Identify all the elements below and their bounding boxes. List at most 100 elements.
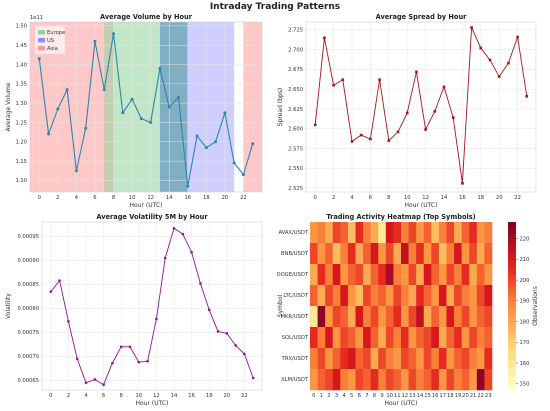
heatmap-cell <box>416 285 425 307</box>
heatmap-cell <box>446 243 455 265</box>
heatmap-cell <box>370 306 379 328</box>
heatmap-cell <box>317 369 326 391</box>
heatmap-cell <box>438 222 447 244</box>
x-tick-label: 4 <box>342 393 346 399</box>
heatmap-cell <box>446 222 455 244</box>
heatmap-cell <box>461 306 470 328</box>
x-tick-label: 19 <box>455 393 462 399</box>
colorbar-tick-label: 160 <box>520 361 530 367</box>
data-point <box>350 140 354 143</box>
data-point <box>58 279 61 282</box>
y-tick-label: 1.10 <box>15 178 27 184</box>
heatmap-cell <box>370 222 379 244</box>
heatmap-cell <box>401 285 409 307</box>
heatmap-cell <box>476 306 485 328</box>
x-tick-label: 3 <box>335 393 338 399</box>
heatmap-cell <box>340 243 349 265</box>
data-point <box>442 85 446 89</box>
heatmap-cell <box>438 243 447 265</box>
heatmap-cell <box>461 222 470 244</box>
data-point <box>84 126 88 130</box>
x-tick-label: 14 <box>441 195 448 201</box>
heatmap-cell <box>401 327 409 349</box>
heatmap-cell <box>378 327 387 349</box>
legend-label: US <box>47 38 54 44</box>
x-axis-label: Hour (UTC) <box>385 400 418 407</box>
heatmap-cell <box>340 222 349 244</box>
heatmap-cell <box>347 306 356 328</box>
heatmap-cell <box>476 369 485 391</box>
x-tick-label: 18 <box>203 195 210 201</box>
x-tick-label: 10 <box>404 195 411 201</box>
x-tick-label: 6 <box>102 393 105 399</box>
heatmap-cell <box>355 327 364 349</box>
y-tick-label: 0.00085 <box>18 282 39 288</box>
heatmap-cell <box>423 285 432 307</box>
x-tick-label: 21 <box>470 393 477 399</box>
heatmap-cell <box>469 243 478 265</box>
heatmap-cell <box>310 222 318 244</box>
legend-swatch <box>38 38 45 43</box>
x-tick-label: 12 <box>147 195 154 201</box>
chart-1: 1.10 1.15 1.20 1.25 1.30 1.35 1.40 1.45 1.50 0 2 4 6… <box>5 13 263 209</box>
data-point <box>470 26 473 29</box>
heatmap-cell <box>454 348 462 370</box>
data-point <box>507 61 510 65</box>
x-tick-label: 16 <box>459 195 466 201</box>
y-tick-label: 0.00075 <box>18 330 39 336</box>
heatmap-cell <box>393 243 402 265</box>
x-tick-label: 18 <box>206 393 213 399</box>
data-point <box>190 250 193 254</box>
heatmap-cell <box>484 243 493 265</box>
row-label: MKR/USDT <box>281 314 309 320</box>
heatmap-cell <box>385 285 394 307</box>
heatmap-cell <box>408 369 417 391</box>
colorbar-tick-label: 150 <box>520 382 530 388</box>
y-axis-label: Symbol <box>277 294 284 317</box>
heatmap-cell <box>469 369 478 391</box>
data-point <box>102 383 105 387</box>
heatmap-cell <box>325 348 334 370</box>
x-tick-label: 11 <box>394 393 401 399</box>
heatmap-cell <box>446 348 455 370</box>
y-tick-label: 0.00065 <box>18 378 39 384</box>
x-axis-label: Hour (UTC) <box>405 202 438 209</box>
data-point <box>176 95 180 99</box>
data-point <box>199 282 202 285</box>
heatmap-cell <box>423 222 432 244</box>
heatmap-cell <box>423 306 432 328</box>
heatmap-cell <box>408 222 417 244</box>
heatmap-cell <box>484 327 493 349</box>
heatmap-cell <box>363 306 371 328</box>
y-tick-label: 1.40 <box>15 62 27 68</box>
legend-swatch <box>38 46 45 51</box>
data-point <box>396 130 400 134</box>
heatmap-cell <box>416 348 425 370</box>
heatmap-cell <box>363 369 371 391</box>
data-point <box>84 381 88 385</box>
heatmap-cell <box>332 222 341 244</box>
data-point <box>67 320 70 323</box>
y-tick-label: 2.550 <box>288 166 303 172</box>
x-tick-label: 8 <box>373 393 376 399</box>
x-tick-label: 4 <box>84 393 88 399</box>
data-point <box>137 360 141 364</box>
x-tick-label: 10 <box>135 393 142 399</box>
data-point <box>516 35 519 39</box>
heatmap-cell <box>446 264 455 286</box>
data-point <box>359 133 363 137</box>
x-tick-label: 8 <box>120 393 123 399</box>
heatmap-cell <box>310 327 318 349</box>
heatmap-cell <box>370 327 379 349</box>
heatmap-cell <box>355 306 364 328</box>
y-axis-label: Volatility <box>5 293 12 319</box>
x-tick-label: 20 <box>223 393 230 399</box>
data-point <box>65 88 69 92</box>
data-point <box>479 46 483 50</box>
x-tick-label: 8 <box>387 195 390 201</box>
heatmap-cell <box>454 369 462 391</box>
x-tick-label: 16 <box>184 195 191 201</box>
heatmap-cell <box>408 327 417 349</box>
data-point <box>332 83 335 87</box>
